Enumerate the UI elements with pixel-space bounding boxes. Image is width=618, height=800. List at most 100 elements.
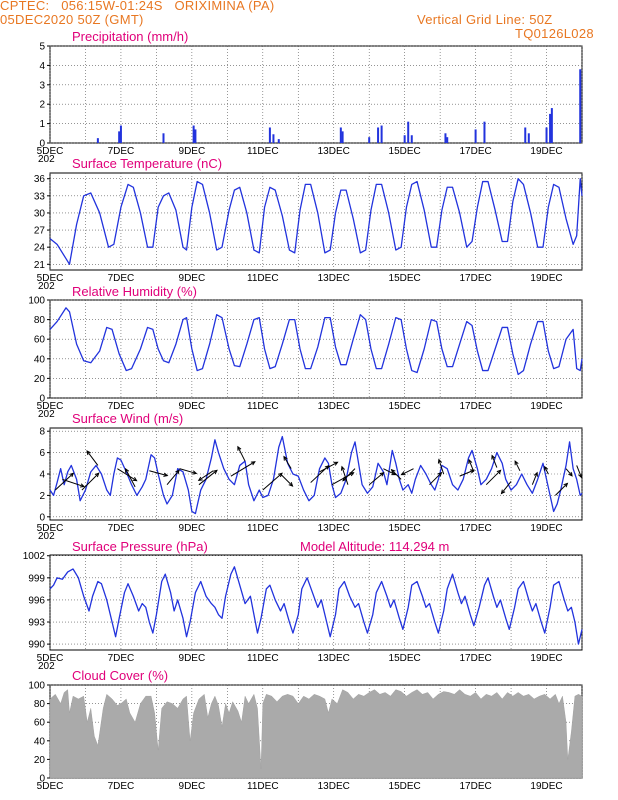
y-tick-label: 20 xyxy=(34,755,46,766)
wind-vector xyxy=(117,468,137,482)
precip-bar xyxy=(380,125,383,143)
x-tick-label: 19DEC xyxy=(530,523,562,534)
model-altitude: Model Altitude: 114.294 m xyxy=(300,539,449,554)
y-tick-label: 60 xyxy=(34,718,46,729)
x-tick-label: 9DEC xyxy=(179,781,206,792)
panel-frame xyxy=(49,427,583,521)
wind-vector xyxy=(230,461,256,477)
x-tick-label: 17DEC xyxy=(459,523,491,534)
x-tick-label: 13DEC xyxy=(318,781,350,792)
wind-arrowhead xyxy=(533,471,538,477)
wind-vector xyxy=(166,469,180,486)
x-cut-label: 202 xyxy=(38,661,55,672)
y-tick-label: 33 xyxy=(34,191,46,202)
x-tick-label: 19DEC xyxy=(530,273,562,284)
y-tick-label: 80 xyxy=(34,315,46,326)
x-tick-label: 15DEC xyxy=(389,146,421,157)
x-tick-label: 13DEC xyxy=(318,523,350,534)
wind-vector xyxy=(429,472,442,486)
x-tick-label: 15DEC xyxy=(389,523,421,534)
wind-arrowhead xyxy=(79,483,86,488)
wind-arrowhead xyxy=(437,471,443,477)
y-tick-label: 30 xyxy=(34,208,46,219)
panel-frame xyxy=(49,172,583,271)
x-tick-label: 13DEC xyxy=(318,146,350,157)
precip-bar xyxy=(118,131,121,143)
x-tick-label: 5DEC xyxy=(37,273,64,284)
y-tick-label: 0 xyxy=(39,512,45,523)
panel-4 xyxy=(47,427,583,521)
wind-arrowhead xyxy=(496,469,502,475)
y-tick-label: 21 xyxy=(34,260,46,271)
x-tick-label: 7DEC xyxy=(108,781,135,792)
x-tick-label: 5DEC xyxy=(37,523,64,534)
panel-6 xyxy=(47,684,583,779)
y-tick-label: 40 xyxy=(34,354,46,365)
y-tick-label: 20 xyxy=(34,374,46,385)
x-tick-label: 15DEC xyxy=(389,653,421,664)
wind-vector xyxy=(149,470,168,477)
x-tick-label: 19DEC xyxy=(530,146,562,157)
precip-bar xyxy=(192,125,195,143)
x-cut-label: 202 xyxy=(38,531,55,542)
precip-bar xyxy=(550,108,553,143)
wind-vector xyxy=(280,473,293,487)
precip-bar xyxy=(403,135,406,143)
x-tick-label: 7DEC xyxy=(108,146,135,157)
wind-arrowhead xyxy=(342,476,347,482)
wind-vector xyxy=(514,460,521,472)
wind-vector xyxy=(125,468,136,488)
precip-bar xyxy=(194,129,197,143)
precip-bar xyxy=(474,129,477,143)
panel-title: Surface Pressure (hPa) xyxy=(72,539,208,554)
precip-bar xyxy=(407,121,410,143)
wind-vector xyxy=(179,468,197,474)
x-cut-label: 202 xyxy=(38,409,55,420)
wind-vector xyxy=(86,450,99,466)
precip-bar xyxy=(377,127,380,143)
panel-2 xyxy=(47,172,583,271)
x-tick-label: 19DEC xyxy=(530,781,562,792)
x-tick-label: 19DEC xyxy=(530,401,562,412)
x-tick-label: 7DEC xyxy=(108,653,135,664)
precip-bar xyxy=(545,127,548,143)
x-tick-label: 17DEC xyxy=(459,781,491,792)
wind-arrowhead xyxy=(500,489,506,495)
x-tick-label: 9DEC xyxy=(179,146,206,157)
wind-vector xyxy=(237,446,246,462)
precip-bar xyxy=(549,113,552,143)
wind-vector xyxy=(485,469,501,486)
precip-bar xyxy=(368,137,371,143)
wind-vector xyxy=(531,472,538,485)
precip-bar xyxy=(162,133,165,143)
precip-bar xyxy=(410,135,413,143)
y-tick-label: 2 xyxy=(39,491,45,502)
x-tick-label: 9DEC xyxy=(179,401,206,412)
y-tick-label: 80 xyxy=(34,699,46,710)
y-tick-label: 3 xyxy=(39,80,45,91)
y-tick-label: 24 xyxy=(34,243,46,254)
x-tick-label: 15DEC xyxy=(389,273,421,284)
y-tick-label: 60 xyxy=(34,335,46,346)
x-tick-label: 5DEC xyxy=(37,653,64,664)
precip-bar xyxy=(524,127,527,143)
y-tick-label: 996 xyxy=(28,595,45,606)
wind-arrowhead xyxy=(340,465,346,471)
x-tick-label: 11DEC xyxy=(247,653,279,664)
wind-vector xyxy=(368,472,384,486)
x-tick-label: 5DEC xyxy=(37,146,64,157)
wind-arrowhead xyxy=(197,476,203,482)
wind-vector xyxy=(391,469,402,480)
precip-bar xyxy=(339,127,342,143)
y-tick-label: 990 xyxy=(28,640,45,651)
x-tick-label: 5DEC xyxy=(37,781,64,792)
panel-title: Relative Humidity (%) xyxy=(72,284,197,299)
panel-title: Surface Wind (m/s) xyxy=(72,411,183,426)
y-tick-label: 5 xyxy=(39,42,45,53)
precip-bar xyxy=(96,138,99,143)
wind-vector xyxy=(341,466,349,485)
y-tick-label: 999 xyxy=(28,573,45,584)
y-tick-label: 2 xyxy=(39,100,45,111)
y-tick-label: 0 xyxy=(39,394,45,405)
